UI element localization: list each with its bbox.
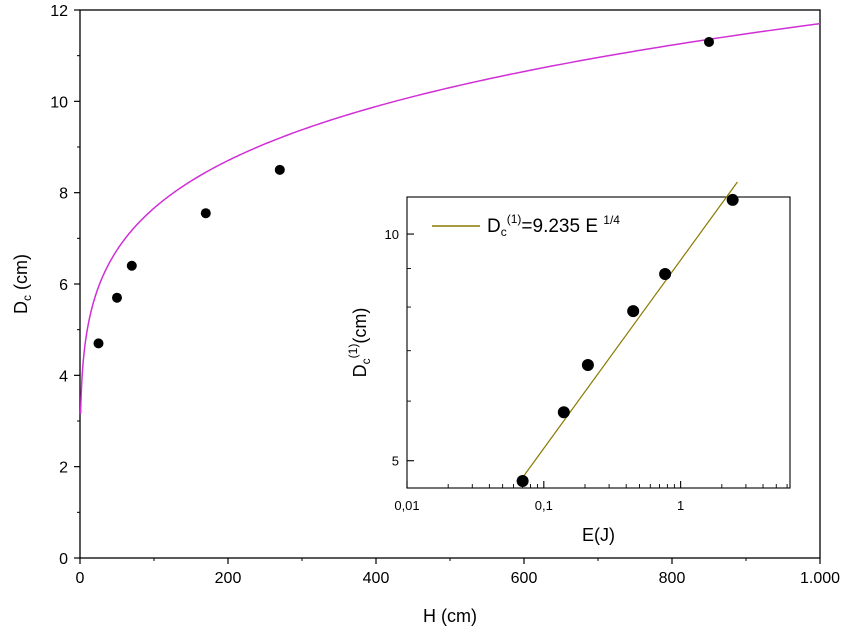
main-x-tick-label: 400	[363, 570, 390, 587]
inset-x-tick-label: 0,01	[394, 498, 419, 513]
main-data-point	[274, 164, 285, 175]
inset-plot-frame	[406, 196, 791, 489]
inset-x-tick-label: 1	[677, 498, 684, 513]
main-x-tick-label: 600	[511, 570, 538, 587]
inset-data-point	[726, 193, 739, 206]
inset-x-axis: 0,01 0,1 1	[394, 481, 788, 513]
main-fit-curve	[79, 22, 821, 415]
legend-sub: c	[501, 225, 507, 239]
inset-x-tick-label: 0,1	[535, 498, 553, 513]
main-y-tick-label: 0	[59, 551, 68, 568]
legend-prefix: D	[487, 216, 501, 237]
inset-legend: Dc(1)=9.235 E 1/4	[432, 212, 620, 239]
inset-data-point	[627, 305, 640, 318]
main-x-axis: 0 200 400 600 800 1.000	[76, 558, 840, 587]
main-y-tick-label: 10	[50, 94, 68, 111]
inset-chart: 0,01 0,1 1 510 Dc(1)=9.235 E 1/4 E(J) Dc(1…	[345, 181, 805, 550]
main-y-tick-label: 4	[59, 368, 68, 385]
main-y-tick-label: 2	[59, 460, 68, 477]
main-y-axis-title: Dc (cm)	[11, 254, 34, 314]
main-y-axis: 0 2 4 6 8 10 12	[50, 3, 80, 568]
inset-y-tick-label: 10	[385, 227, 399, 242]
main-y-tick-label: 12	[50, 3, 68, 20]
legend-sup: (1)	[507, 212, 522, 226]
inset-data-points	[516, 193, 739, 487]
main-data-point	[200, 208, 211, 219]
main-y-axis-title-unit: (cm)	[11, 254, 31, 295]
inset-y-axis-title-sup: (1)	[346, 344, 360, 359]
inset-y-axis: 5 10	[385, 227, 414, 469]
legend-label: Dc(1)=9.235 E 1/4	[487, 212, 620, 239]
inset-data-point	[516, 474, 529, 487]
legend-exponent: 1/4	[603, 213, 620, 227]
main-y-axis-title-main: D	[11, 301, 31, 314]
main-data-point	[126, 260, 137, 271]
main-data-point	[93, 338, 104, 349]
main-y-tick-label: 6	[59, 277, 68, 294]
inset-data-point	[581, 359, 594, 372]
main-x-tick-label: 800	[659, 570, 686, 587]
inset-fit-line	[520, 181, 738, 481]
legend-mid: =9.235 E	[521, 216, 603, 237]
inset-y-axis-title-unit: (cm)	[350, 308, 370, 344]
main-x-axis-title: H (cm)	[423, 606, 477, 626]
inset-background	[345, 192, 805, 550]
main-chart: 0 200 400 600 800 1.000 0 2 4 6 8 10 12 H (cm) Dc (…	[11, 3, 840, 626]
inset-data-point	[659, 268, 672, 281]
main-y-tick-label: 8	[59, 186, 68, 203]
inset-x-axis-title: E(J)	[582, 525, 615, 545]
main-data-points	[93, 36, 714, 349]
inset-y-axis-title-sub: c	[359, 358, 373, 364]
inset-data-point	[557, 406, 570, 419]
main-y-axis-title-sub: c	[20, 295, 34, 301]
inset-y-axis-title: Dc(1)(cm)	[346, 308, 373, 378]
inset-y-axis-title-main: D	[350, 364, 370, 377]
inset-y-tick-label: 5	[392, 454, 399, 469]
main-x-tick-label: 0	[76, 570, 85, 587]
main-x-tick-label: 200	[215, 570, 242, 587]
main-x-tick-label: 1.000	[800, 570, 840, 587]
main-data-point	[112, 292, 122, 303]
main-data-point	[704, 36, 714, 47]
